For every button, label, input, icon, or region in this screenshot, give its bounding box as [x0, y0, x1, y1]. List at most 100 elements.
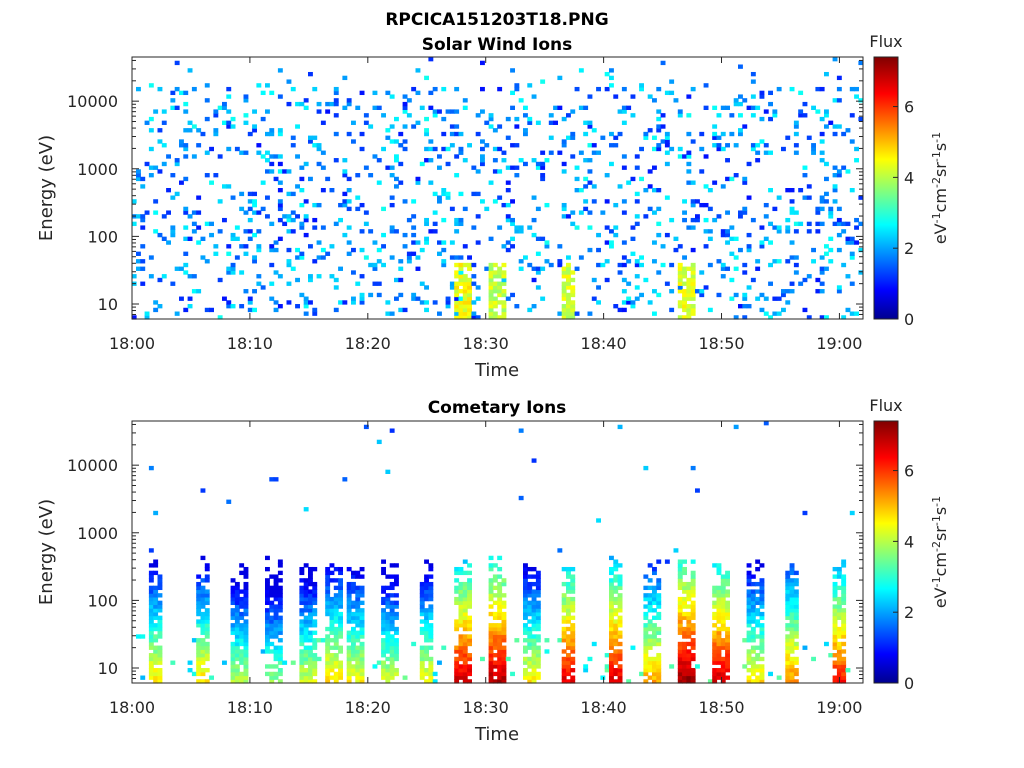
spectrogram-cell	[570, 109, 576, 114]
spectrogram-cell	[252, 210, 257, 215]
spectrogram-cell	[239, 611, 245, 617]
spectrogram-cell	[492, 158, 498, 163]
spectrogram-cell	[196, 600, 202, 605]
spectrogram-cell	[458, 615, 464, 620]
spectrogram-cell	[793, 641, 799, 647]
spectrogram-cell	[570, 604, 576, 609]
spectrogram-cell	[157, 574, 163, 579]
spectrogram-cell	[299, 649, 305, 654]
spectrogram-cell	[609, 675, 614, 680]
spectrogram-cell	[389, 656, 395, 662]
spectrogram-cell	[690, 86, 696, 92]
spectrogram-cell	[269, 615, 275, 620]
spectrogram-cell	[501, 630, 507, 635]
panel-title-cometary: Cometary Ions	[428, 398, 567, 418]
spectrogram-cell	[656, 232, 662, 238]
spectrogram-cell	[759, 630, 765, 635]
spectrogram-cell	[639, 292, 644, 298]
spectrogram-cell	[613, 563, 619, 568]
spectrogram-cell	[682, 566, 687, 572]
spectrogram-cell	[682, 630, 687, 635]
spectrogram-cell	[389, 94, 395, 99]
spectrogram-cell	[385, 90, 391, 96]
spectrogram-cell	[269, 244, 275, 249]
spectrogram-cell	[252, 199, 257, 204]
spectrogram-cell	[720, 232, 726, 238]
spectrogram-cell	[707, 188, 713, 193]
spectrogram-cell	[712, 589, 718, 594]
spectrogram-cell	[505, 180, 511, 185]
spectrogram-cell	[140, 176, 146, 182]
spectrogram-cell	[746, 668, 752, 673]
spectrogram-cell	[385, 619, 391, 624]
spectrogram-cell	[488, 660, 494, 665]
spectrogram-cell	[686, 615, 692, 620]
spectrogram-cell	[234, 615, 240, 620]
spectrogram-cell	[604, 277, 610, 283]
spectrogram-cell	[639, 262, 644, 268]
spectrogram-cell	[609, 615, 614, 620]
spectrogram-cell	[798, 109, 804, 114]
spectrogram-cell	[389, 615, 395, 620]
spectrogram-cell	[338, 266, 343, 271]
spectrogram-cell	[712, 645, 718, 650]
spectrogram-cell	[191, 210, 197, 215]
spectrogram-cell	[497, 671, 503, 677]
spectrogram-cell	[432, 113, 438, 118]
spectrogram-cell	[454, 304, 460, 309]
spectrogram-cell	[492, 578, 498, 583]
spectrogram-cell	[531, 593, 537, 598]
spectrogram-cell	[583, 664, 589, 669]
spectrogram-cell	[385, 664, 391, 669]
spectrogram-cell	[170, 229, 176, 234]
spectrogram-cell	[836, 585, 842, 591]
spectrogram-cell	[836, 124, 842, 129]
spectrogram-cell	[157, 600, 163, 605]
spectrogram-cell	[260, 90, 266, 96]
spectrogram-cell	[346, 656, 352, 662]
spectrogram-cell	[785, 604, 791, 609]
spectrogram-cell	[725, 653, 730, 658]
spectrogram-cell	[690, 139, 696, 144]
spectrogram-cell	[277, 604, 283, 609]
spectrogram-cell	[566, 311, 571, 316]
spectrogram-cell	[234, 671, 240, 677]
colorbar-unit-label: eV-1​cm-2​sr-1​s-1​	[930, 132, 950, 244]
spectrogram-cell	[458, 191, 464, 197]
spectrogram-cell	[148, 255, 154, 260]
spectrogram-cell	[226, 266, 232, 271]
spectrogram-cell	[454, 679, 460, 684]
spectrogram-cell	[566, 611, 571, 617]
spectrogram-cell	[673, 548, 679, 553]
spectrogram-cell	[617, 675, 623, 680]
spectrogram-cell	[329, 626, 335, 632]
spectrogram-cell	[325, 668, 331, 673]
spectrogram-cell	[462, 300, 468, 305]
spectrogram-cell	[755, 653, 761, 658]
spectrogram-cell	[815, 210, 821, 215]
spectrogram-cell	[359, 675, 365, 680]
spectrogram-cell	[652, 668, 657, 673]
spectrogram-cell	[561, 289, 567, 294]
spectrogram-cell	[690, 266, 696, 271]
spectrogram-cell	[497, 270, 503, 275]
spectrogram-cell	[682, 675, 687, 680]
spectrogram-cell	[333, 307, 339, 313]
spectrogram-cell	[148, 563, 154, 568]
spectrogram-cell	[342, 158, 348, 163]
spectrogram-cell	[273, 589, 279, 594]
spectrogram-cell	[398, 266, 404, 271]
spectrogram-cell	[458, 649, 464, 654]
spectrogram-cell	[179, 266, 184, 271]
spectrogram-cell	[299, 225, 305, 230]
spectrogram-cell	[338, 593, 343, 598]
spectrogram-cell	[768, 90, 773, 96]
spectrogram-cell	[277, 623, 283, 628]
spectrogram-cell	[772, 113, 778, 118]
spectrogram-cell	[308, 566, 313, 572]
spectrogram-cell	[385, 656, 391, 662]
spectrogram-cell	[772, 296, 778, 301]
spectrogram-cell	[355, 593, 361, 598]
spectrogram-cell	[561, 285, 567, 290]
spectrogram-cell	[329, 645, 335, 650]
